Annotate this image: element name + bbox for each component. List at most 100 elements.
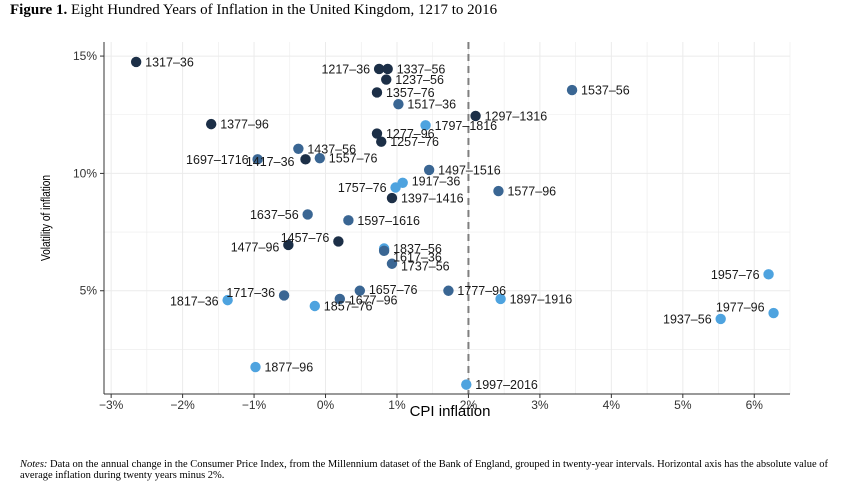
point-label: 1637–56 <box>250 208 299 222</box>
data-point <box>381 74 392 85</box>
y-tick-label: 15% <box>73 49 97 63</box>
data-point <box>309 300 321 312</box>
x-tick-label: 1% <box>388 398 406 412</box>
point-label: 1777–96 <box>457 284 506 298</box>
data-point <box>376 136 387 147</box>
data-point <box>333 236 344 247</box>
point-label: 1737–56 <box>401 259 450 273</box>
scatter-chart: −3% −2% −1% 0% 1% 2% 3% 4% 5% 6% 5% 10% 15% 1317–36… <box>39 42 791 420</box>
data-point <box>378 245 390 257</box>
point-label: 1397–1416 <box>401 192 464 206</box>
point-label: 1857–76 <box>324 300 373 314</box>
data-point <box>314 152 326 164</box>
point-label: 1937–56 <box>663 312 712 326</box>
point-label: 1317–36 <box>145 55 194 69</box>
data-point <box>334 293 346 305</box>
point-label: 1677–96 <box>349 293 398 307</box>
x-ticks: −3% −2% −1% 0% 1% 2% 3% 4% 5% 6% <box>99 394 763 412</box>
point-label: 1377–96 <box>220 118 269 132</box>
point-label: 1557–76 <box>329 152 378 166</box>
x-tick-label: 2% <box>460 398 478 412</box>
point-label: 1957–76 <box>711 268 760 282</box>
data-point <box>763 269 774 280</box>
point-label: 1357–76 <box>386 86 435 100</box>
data-point <box>386 258 398 269</box>
data-point <box>423 164 435 176</box>
x-tick-label: −1% <box>242 398 267 412</box>
data-point <box>293 143 304 154</box>
point-label: 1817–36 <box>170 295 219 309</box>
y-tick-label: 5% <box>80 284 98 298</box>
point-label: 1297–1316 <box>485 109 548 123</box>
data-point <box>300 154 311 165</box>
data-point <box>373 63 385 75</box>
data-point <box>130 56 142 68</box>
point-label: 1897–1916 <box>510 292 573 306</box>
point-label: 1697–1716 <box>186 153 249 167</box>
point-label: 1417–36 <box>246 155 295 169</box>
point-label: 1837–56 <box>393 242 442 256</box>
y-tick-label: 10% <box>73 166 97 180</box>
data-point <box>278 290 290 301</box>
data-point <box>566 84 578 96</box>
point-label: 1757–76 <box>338 181 387 195</box>
figure-notes: Notes: Data on the annual change in the … <box>20 459 830 481</box>
plot-background <box>104 42 790 394</box>
y-axis-label: Volatility of inflation <box>39 175 53 261</box>
notes-text: Data on the annual change in the Consume… <box>20 459 828 481</box>
axes <box>103 42 790 395</box>
x-tick-label: −3% <box>99 398 124 412</box>
data-point <box>470 110 481 122</box>
data-point <box>390 182 401 193</box>
x-tick-label: 6% <box>746 398 764 412</box>
data-point <box>493 185 504 197</box>
x-tick-label: −2% <box>170 398 195 412</box>
point-label: 1577–96 <box>507 185 556 199</box>
data-point <box>393 98 404 110</box>
data-points <box>130 56 779 390</box>
point-label: 1337–56 <box>397 62 446 76</box>
point-label: 1437–56 <box>307 142 356 156</box>
data-point <box>252 154 263 165</box>
gridlines <box>104 42 791 394</box>
x-tick-label: 5% <box>674 398 692 412</box>
point-label: 1977–96 <box>716 301 765 315</box>
y-ticks: 5% 10% 15% <box>73 49 104 298</box>
data-point <box>715 313 726 325</box>
x-axis-label: CPI inflation <box>410 403 491 420</box>
data-point <box>354 285 366 296</box>
point-label: 1237–56 <box>395 73 444 87</box>
point-label: 1217–36 <box>321 62 370 76</box>
data-point <box>420 120 431 131</box>
x-tick-label: 0% <box>317 398 335 412</box>
data-point <box>222 294 233 306</box>
point-label: 1257–76 <box>390 135 439 149</box>
data-point <box>461 379 472 390</box>
data-point <box>768 307 779 319</box>
point-label: 1277–96 <box>386 127 435 141</box>
point-label: 1617–36 <box>393 250 442 264</box>
figure-title: Figure 1. Eight Hundred Years of Inflati… <box>10 2 497 19</box>
x-tick-label: 3% <box>531 398 549 412</box>
data-point <box>283 239 294 251</box>
point-label: 1477–96 <box>231 240 280 254</box>
point-label: 1917–36 <box>412 174 461 188</box>
data-point <box>443 285 454 296</box>
point-label: 1877–96 <box>264 361 313 375</box>
data-point <box>205 118 217 130</box>
data-point <box>495 293 506 305</box>
notes-prefix: Notes: <box>20 459 48 470</box>
point-label: 1457–76 <box>281 231 330 245</box>
x-tick-label: 4% <box>603 398 621 412</box>
point-label: 1517–36 <box>407 98 456 112</box>
data-point <box>371 87 383 98</box>
data-point <box>343 215 354 226</box>
point-label: 1717–36 <box>226 286 275 300</box>
point-label: 1797–1816 <box>435 119 498 133</box>
data-point <box>382 63 393 75</box>
data-point <box>386 192 398 204</box>
figure-number: Figure 1. <box>10 2 68 18</box>
data-point <box>250 361 261 373</box>
data-point <box>302 209 313 220</box>
